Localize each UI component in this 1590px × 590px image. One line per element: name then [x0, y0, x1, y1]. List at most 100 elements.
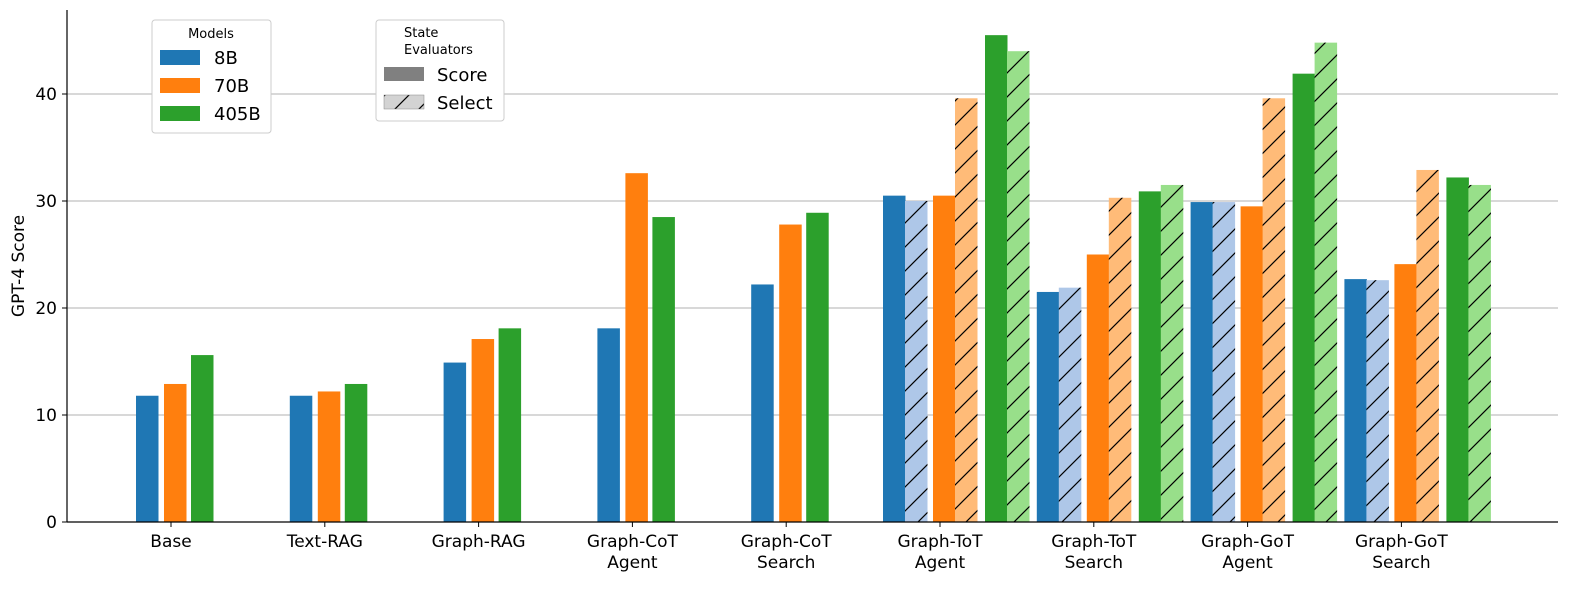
bar-fill [471, 339, 495, 522]
bar-70B-score [933, 195, 956, 522]
x-tick-label: Graph-CoT [741, 532, 833, 552]
bar-fill [1086, 254, 1110, 522]
y-tick-label: 40 [35, 85, 57, 105]
bar-8B-score [883, 195, 906, 522]
x-tick-label: Agent [1222, 553, 1273, 573]
bar-405B-score [191, 355, 214, 522]
bar-8B-score [597, 328, 620, 522]
bar-8B-score [1190, 202, 1214, 522]
bar-70B-select [1416, 169, 1439, 522]
bar-70B-score [317, 391, 341, 522]
legend-label: 70B [214, 76, 249, 97]
legend-models: Models 8B 70B 405B [151, 19, 272, 134]
x-tick-label: Graph-ToT [898, 532, 984, 552]
bar-fill [289, 395, 313, 522]
legend-swatch [160, 106, 200, 121]
legend-title-line: Evaluators [404, 43, 473, 58]
y-tick-label: 0 [46, 513, 57, 533]
bar-fill [1036, 291, 1060, 522]
bar-fill [1138, 191, 1162, 522]
bar-405B-score [652, 217, 675, 523]
y-axis-label: GPT-4 Score [9, 215, 29, 317]
bars [136, 35, 1491, 523]
legend-swatch [160, 50, 200, 65]
bar-hatch [1262, 98, 1286, 522]
bar-8B-select [1366, 280, 1389, 522]
bar-405B-select [1468, 184, 1491, 522]
bar-70B-score [1086, 254, 1110, 522]
legend-swatch [384, 67, 424, 81]
bar-405B-score [344, 383, 368, 522]
bar-hatch [905, 201, 928, 522]
bar-fill [498, 328, 522, 522]
bar-fill [164, 383, 187, 522]
bar-fill [985, 35, 1008, 523]
x-tick-label: Graph-CoT [587, 532, 679, 552]
bar-8B-select [1212, 202, 1236, 522]
bar-405B-score [806, 212, 829, 522]
bar-fill [443, 362, 467, 522]
bar-70B-score [1394, 264, 1417, 522]
bar-fill [751, 284, 774, 522]
bar-hatch [1058, 287, 1082, 522]
x-tick-label: Agent [607, 553, 658, 573]
bar-fill [191, 355, 214, 522]
bar-70B-select [1262, 98, 1286, 522]
bar-405B-select [1314, 42, 1338, 522]
bar-fill [883, 195, 906, 522]
y-ticks: 0 10 20 30 40 [35, 85, 67, 533]
bar-70B-score [164, 383, 187, 522]
bar-fill [1240, 206, 1264, 522]
bar-70B-score [779, 224, 802, 523]
x-tick-label: Graph-ToT [1051, 532, 1137, 552]
x-tick-label: Graph-GoT [1355, 532, 1448, 552]
bar-hatch [955, 98, 978, 522]
x-tick-label: Base [150, 532, 191, 552]
x-tick-label: Search [757, 553, 815, 573]
legend-label: 8B [214, 48, 238, 69]
y-tick-label: 10 [35, 406, 57, 426]
bar-hatch [1416, 169, 1439, 522]
legend-label: Score [437, 65, 487, 86]
x-tick-label: Text-RAG [286, 532, 363, 552]
bar-hatch [1007, 51, 1030, 522]
bar-fill [1190, 202, 1214, 522]
bar-70B-score [1240, 206, 1264, 522]
bar-70B-score [471, 339, 495, 522]
legend-label: 405B [214, 104, 261, 125]
bar-fill [1394, 264, 1417, 522]
bar-405B-score [498, 328, 522, 522]
bar-8B-score [136, 395, 159, 522]
bar-405B-select [1160, 184, 1184, 522]
bar-8B-score [443, 362, 467, 522]
bar-hatch [1212, 202, 1236, 522]
legend-hatch [383, 94, 425, 110]
x-tick-label: Search [1372, 553, 1430, 573]
bar-70B-select [955, 98, 978, 522]
legend-swatch [160, 78, 200, 93]
bar-hatch [1314, 42, 1338, 522]
bar-8B-score [1036, 291, 1060, 522]
bar-8B-score [1344, 279, 1367, 522]
bar-fill [806, 212, 829, 522]
bar-fill [344, 383, 368, 522]
x-tick-label: Graph-RAG [432, 532, 526, 552]
x-ticks: Base Text-RAG Graph-RAG Graph-CoTAgentGraph… [150, 522, 1448, 573]
bar-fill [1446, 177, 1469, 522]
bar-fill [652, 217, 675, 523]
bar-405B-score [1446, 177, 1469, 522]
x-tick-label: Search [1065, 553, 1123, 573]
legend-label: Select [437, 93, 493, 114]
bar-fill [1292, 73, 1316, 523]
bar-hatch [1468, 184, 1491, 522]
bar-hatch [1366, 280, 1389, 522]
x-tick-label: Graph-GoT [1201, 532, 1294, 552]
bar-405B-select [1007, 51, 1030, 522]
y-tick-label: 30 [35, 192, 57, 212]
y-tick-label: 20 [35, 299, 57, 319]
bar-8B-score [751, 284, 774, 522]
legend-evaluators: State Evaluators Score Select [375, 19, 505, 122]
bar-8B-select [905, 201, 928, 522]
bar-fill [317, 391, 341, 522]
